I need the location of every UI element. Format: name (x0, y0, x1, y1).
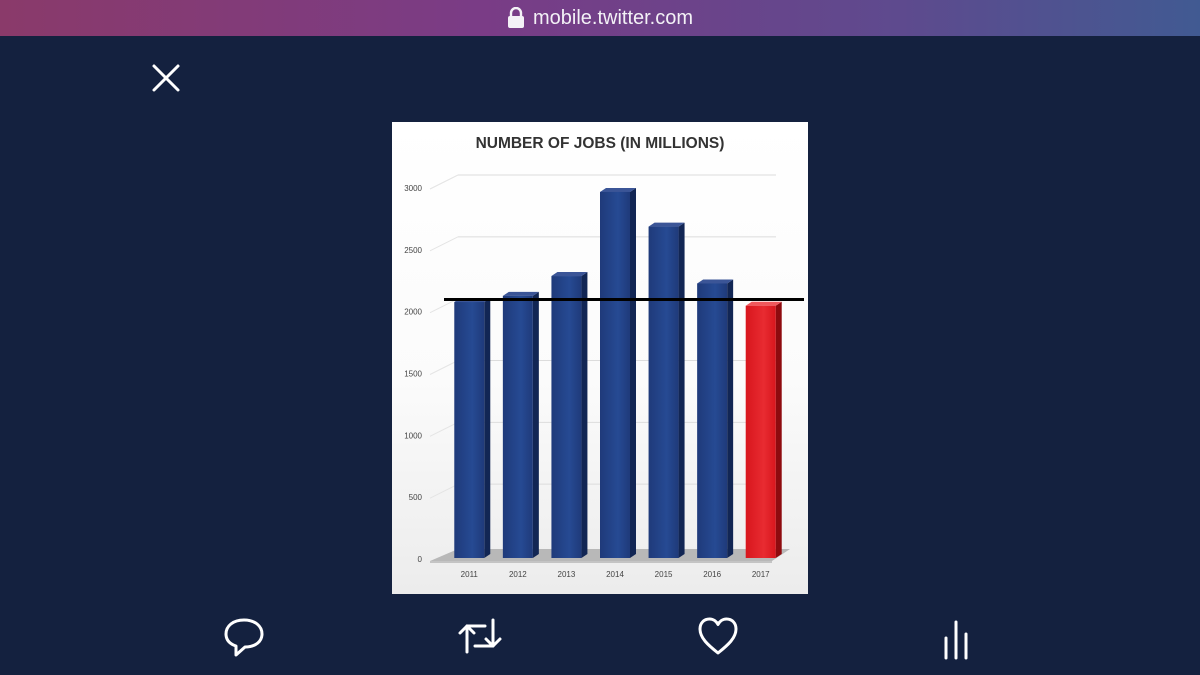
close-button[interactable] (146, 58, 186, 98)
bar-top-2014 (600, 187, 636, 192)
bar-side-2014 (630, 187, 636, 559)
retweet-icon (458, 618, 502, 654)
chart-image: 0 500 1000 1500 2000 2500 3000 2011 2012 2013 2014… (392, 122, 808, 594)
bar-2013 (551, 276, 582, 558)
browser-url-bar[interactable]: mobile.twitter.com (0, 0, 1200, 36)
bar-top-2013 (551, 272, 588, 277)
y-tick-label: 2000 (404, 308, 422, 317)
y-tick-label: 1000 (404, 431, 422, 440)
bar-2015 (648, 226, 679, 558)
bar-side-2011 (484, 298, 491, 558)
y-tick-label: 1500 (404, 370, 422, 379)
gridline-side (429, 483, 459, 499)
x-tick-label: 2014 (606, 570, 624, 579)
x-tick-label: 2012 (509, 570, 527, 579)
x-tick-label: 2011 (461, 570, 479, 579)
x-tick-label: 2015 (655, 570, 673, 579)
reply-icon (224, 618, 264, 657)
bar-2017 (745, 305, 776, 558)
gridline-side (429, 360, 459, 375)
chart-title: NUMBER OF JOBS (IN MILLIONS) (476, 135, 725, 152)
bar-top-2015 (648, 222, 685, 227)
bar-side-2013 (581, 272, 588, 558)
analytics-button[interactable] (932, 612, 980, 660)
like-button[interactable] (694, 612, 742, 660)
analytics-icon (944, 620, 968, 660)
y-tick-label: 0 (418, 555, 423, 564)
x-tick-label: 2016 (703, 570, 721, 579)
bar-2011 (454, 302, 485, 558)
tweet-action-bar (0, 606, 1200, 666)
bar-2012 (502, 295, 533, 558)
y-tick-label: 500 (409, 493, 423, 502)
like-icon (698, 617, 738, 655)
bar-side-2017 (775, 301, 782, 558)
url-display[interactable]: mobile.twitter.com (507, 7, 693, 30)
gridline-side (429, 421, 459, 437)
close-icon (152, 64, 180, 92)
bar-top-2017 (745, 301, 782, 306)
jobs-bar-chart: 0 500 1000 1500 2000 2500 3000 2011 2012 2013 2014… (404, 135, 804, 579)
url-text: mobile.twitter.com (532, 6, 694, 29)
reply-button[interactable] (220, 612, 268, 660)
retweet-button[interactable] (456, 612, 504, 660)
bar-top-2016 (697, 279, 734, 284)
bar-side-2016 (727, 279, 734, 558)
bar-side-2015 (678, 222, 685, 558)
y-tick-label: 2500 (404, 246, 422, 255)
bar-2014 (600, 191, 630, 558)
gridline-side (429, 236, 459, 252)
lock-icon (507, 6, 525, 29)
y-tick-label: 3000 (404, 184, 422, 193)
gridline-side (429, 174, 459, 190)
bar-top-2012 (502, 291, 539, 296)
bar-side-2012 (532, 291, 539, 558)
x-tick-label: 2013 (558, 570, 576, 579)
x-tick-label: 2017 (752, 570, 770, 579)
bar-2016 (697, 283, 728, 558)
